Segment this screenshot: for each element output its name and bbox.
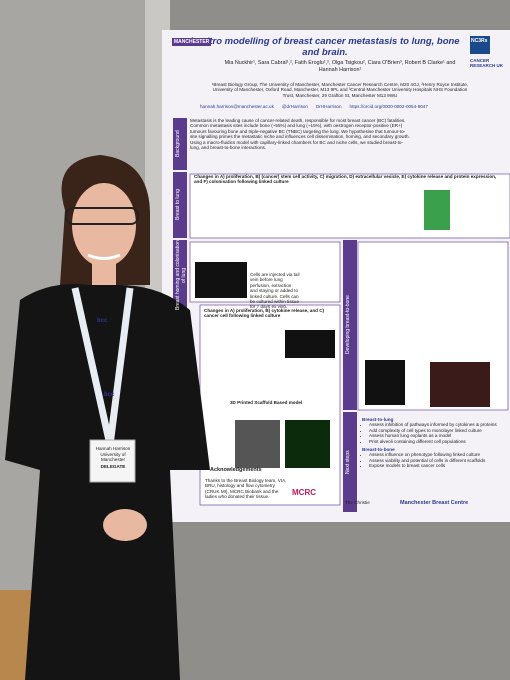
contact: DrHHarrison [315,104,342,109]
background-text: Metastasis is the leading cause of cance… [190,118,410,151]
authors: Mia Nuckhir¹, Sara Cabral¹,², Fatih Erog… [224,60,456,73]
next-heading: Breast-to-lung [362,417,394,422]
next-heading: Breast-to-bone [362,447,395,453]
lanyard-text: bcc [97,318,108,324]
logo-text: The Christie [345,500,370,505]
next-item: Print alveoli containing different cell … [369,439,502,444]
section-label: Breast homing and colonisation of lung [175,240,187,310]
next-item: Assess influence on phenotype following … [369,452,502,457]
badge-name: Hannah Harrison [95,446,131,451]
affiliations: ¹Breast Biology Group, The University of… [211,82,469,98]
badge-org: University of Manchester [100,452,126,463]
acknowledgements-text: Thanks to the Breast Biology team, VIA, … [205,478,287,500]
homing-text: Cells are injected via tail vein before … [250,272,300,310]
section-label: Next steps [345,450,351,474]
next-item: Add complexity of cell types to monolaye… [369,428,502,433]
logo-text: NC3Rs [471,38,488,44]
contact: @drHarrison [281,104,308,109]
next-list: Assess influence on phenotype following … [362,452,502,468]
next-item: Assess viability and potential of cells … [369,458,502,463]
section-heading: Changes in A) proliferation, B) cytokine… [204,308,325,319]
next-list: Assess inhibition of pathways informed b… [362,422,502,444]
section-label: Breast to lung [175,189,181,221]
poster-title: In vitro modelling of breast cancer meta… [190,36,460,58]
contact: hannah.harrison@manchester.ac.uk [200,104,274,109]
next-item: Assess inhibition of pathways informed b… [369,422,502,427]
logo-text: MCRC [292,488,316,497]
section-heading: Changes in A) proliferation, B) (cancer)… [194,174,497,185]
next-steps: Breast-to-lungAssess inhibition of pathw… [362,414,502,469]
logo-text: Manchester Breast Centre [400,500,469,506]
logo-text: CANCER RESEARCH UK [470,58,504,68]
section-label: Background [175,130,181,158]
section-heading: 3D Printed Scaffold Based model [230,400,303,405]
section-label: Developing breast-to-bone [345,295,351,355]
badge-role: DELEGATE [100,464,126,469]
lanyard-text: bcc [104,392,115,398]
section-heading: Acknowledgements [210,467,262,473]
logo-text: MANCHESTER [172,38,212,46]
contact: https://orcid.org/0000-0002-0054-8047 [349,104,428,109]
next-item: Expose models to breast cancer cells [369,463,502,468]
next-item: Assess human lung explants as a model [369,433,502,438]
contacts: hannah.harrison@manchester.ac.uk @drHarri… [200,104,490,109]
